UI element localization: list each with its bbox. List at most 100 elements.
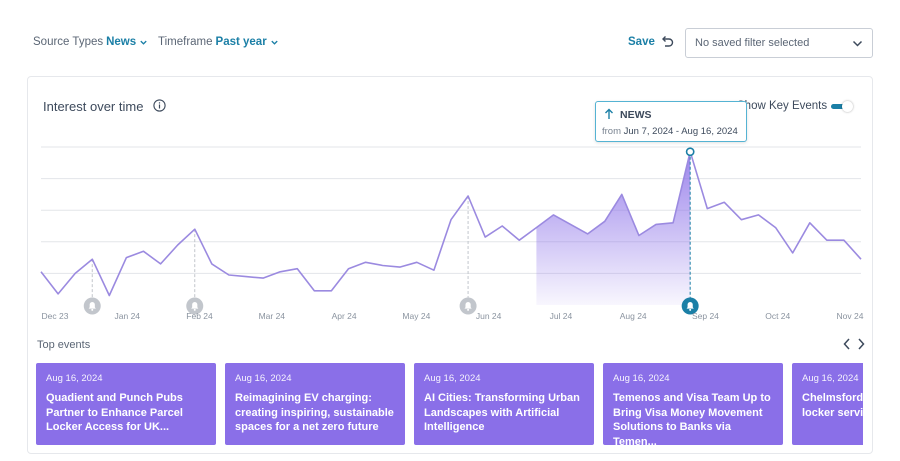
- panel-title: Interest over time: [43, 99, 144, 114]
- x-tick-label: Sep 24: [692, 311, 719, 321]
- x-tick-label: Apr 24: [332, 311, 357, 321]
- x-tick-label: Feb 24: [186, 311, 213, 321]
- data-point: [568, 222, 573, 227]
- data-point: [414, 260, 419, 265]
- event-date: Aug 16, 2024: [235, 373, 292, 384]
- event-date: Aug 16, 2024: [46, 373, 103, 384]
- data-point: [551, 212, 556, 217]
- x-tick-label: May 24: [402, 311, 430, 321]
- event-date: Aug 16, 2024: [802, 373, 859, 384]
- bell-icon: [191, 302, 199, 309]
- tooltip-date-range: Jun 7, 2024 - Aug 16, 2024: [623, 126, 738, 137]
- chevron-down-icon: [271, 40, 278, 45]
- data-point: [329, 288, 334, 293]
- data-point: [363, 260, 368, 265]
- data-point: [841, 238, 846, 243]
- data-point: [397, 265, 402, 270]
- chevron-down-icon: [140, 40, 147, 45]
- x-tick-label: Mar 24: [259, 311, 286, 321]
- data-point: [141, 249, 146, 254]
- data-point: [192, 227, 197, 232]
- x-tick-label: Dec 23: [42, 311, 69, 321]
- chevron-left-icon[interactable]: [841, 337, 853, 351]
- timeframe-label: Timeframe: [158, 36, 213, 48]
- data-point: [39, 269, 44, 274]
- data-point: [483, 235, 488, 240]
- tooltip-range: from Jun 7, 2024 - Aug 16, 2024: [602, 126, 738, 137]
- data-point: [90, 257, 95, 262]
- data-point: [466, 193, 471, 198]
- x-tick-label: Aug 24: [620, 311, 647, 321]
- show-key-events-toggle[interactable]: [831, 101, 853, 112]
- data-point: [380, 263, 385, 268]
- event-card[interactable]: Aug 16, 2024 Chelmsford S launches Qu lo…: [792, 363, 863, 445]
- bell-clapper: [689, 308, 692, 311]
- data-point: [158, 261, 163, 266]
- bell-icon: [464, 302, 472, 309]
- tooltip-from-label: from: [602, 126, 621, 137]
- selected-point: [685, 147, 695, 157]
- data-point: [859, 257, 864, 262]
- data-point: [790, 250, 795, 255]
- undo-icon[interactable]: [659, 34, 675, 50]
- data-point: [619, 192, 624, 197]
- data-point: [56, 291, 61, 296]
- x-tick-label: Nov 24: [837, 311, 864, 321]
- data-point: [739, 217, 744, 222]
- event-date: Aug 16, 2024: [424, 373, 481, 384]
- data-point: [585, 231, 590, 236]
- event-card[interactable]: Aug 16, 2024 AI Cities: Transforming Urb…: [414, 363, 594, 445]
- data-point: [602, 219, 607, 224]
- show-key-events-label: Show Key Events: [737, 100, 828, 112]
- x-tick-label: Jun 24: [476, 311, 502, 321]
- key-event-marker[interactable]: [83, 297, 101, 315]
- x-tick-label: Oct 24: [765, 311, 790, 321]
- chevron-right-icon[interactable]: [855, 337, 867, 351]
- bell-icon: [686, 302, 694, 309]
- key-event-marker[interactable]: [186, 297, 204, 315]
- toggle-knob: [842, 101, 853, 112]
- data-point: [807, 220, 812, 225]
- data-point: [346, 266, 351, 271]
- interest-chart[interactable]: Dec 23 Jan 24 Feb 24 Mar 24 Apr 24 May 24 Jun …: [38, 137, 864, 327]
- data-point: [449, 217, 454, 222]
- data-point: [773, 225, 778, 230]
- source-types-filter[interactable]: Source Types News: [33, 36, 148, 48]
- key-event-marker[interactable]: [459, 297, 477, 315]
- info-icon[interactable]: [153, 99, 166, 112]
- data-point: [431, 268, 436, 273]
- event-card[interactable]: Aug 16, 2024 Temenos and Visa Team Up to…: [603, 363, 783, 445]
- bell-clapper: [467, 308, 470, 311]
- data-point: [175, 242, 180, 247]
- source-types-value: News: [106, 36, 137, 48]
- x-tick-label: Jan 24: [115, 311, 141, 321]
- event-card[interactable]: Aug 16, 2024 Quadient and Punch Pubs Par…: [36, 363, 216, 445]
- data-point: [500, 224, 505, 229]
- data-point: [278, 269, 283, 274]
- highlight-area: [536, 151, 691, 305]
- data-point: [209, 261, 214, 266]
- data-point: [107, 293, 112, 298]
- chevron-down-icon: [852, 40, 863, 47]
- bell-clapper: [91, 308, 94, 311]
- filter-bar: Source Types News Timeframe Past year Sa…: [0, 0, 900, 78]
- event-title: Chelmsford S launches Qu locker servic: [802, 392, 863, 419]
- data-point: [636, 233, 641, 238]
- bell-clapper: [193, 308, 196, 311]
- save-button[interactable]: Save: [628, 36, 655, 48]
- timeframe-filter[interactable]: Timeframe Past year: [158, 36, 279, 48]
- data-point: [722, 200, 727, 205]
- event-card[interactable]: Aug 16, 2024 Reimagining EV charging: cr…: [225, 363, 405, 445]
- data-point: [124, 255, 129, 260]
- arrow-up-icon: [605, 108, 613, 119]
- data-point: [73, 271, 78, 276]
- saved-filter-select[interactable]: No saved filter selected: [685, 28, 873, 58]
- event-title: Temenos and Visa Team Up to Bring Visa M…: [613, 392, 771, 445]
- key-event-marker[interactable]: [681, 297, 699, 315]
- data-point: [244, 274, 249, 279]
- top-events-title: Top events: [37, 339, 91, 351]
- x-tick-label: Jul 24: [550, 311, 573, 321]
- data-point: [261, 276, 266, 281]
- source-types-label: Source Types: [33, 36, 104, 48]
- data-point: [671, 220, 676, 225]
